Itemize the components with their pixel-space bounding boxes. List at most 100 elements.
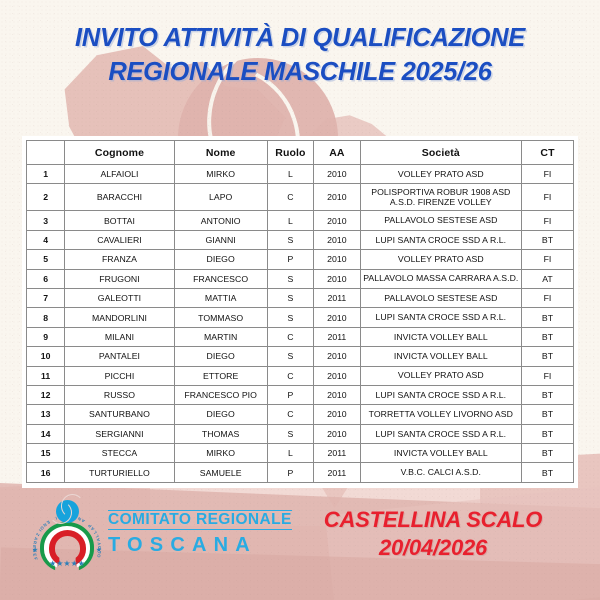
cell-ruolo: S (266, 229, 315, 251)
cell-aa: 2010 (313, 365, 361, 386)
cell-societa: PALLAVOLO MASSA CARRARA A.S.D. (359, 268, 523, 289)
cell-aa: 2011 (313, 443, 361, 464)
cell-ruolo: S (266, 307, 315, 328)
table-row: 15 STECCA MIRKO L 2011 INVICTA VOLLEY BALL BT (25, 443, 574, 464)
cell-ruolo: C (266, 183, 315, 212)
cell-nome: LAPO (173, 183, 268, 212)
logo-side-stars: ★ ★ (32, 547, 102, 554)
col-header-nome: Nome (173, 140, 268, 165)
cell-index: 14 (25, 423, 66, 445)
committee-line-2: TOSCANA (108, 534, 257, 557)
cell-ruolo: C (266, 365, 315, 386)
cell-cognome: FRUGONI (64, 268, 175, 289)
cell-societa: INVICTA VOLLEY BALL (359, 443, 523, 464)
cell-ruolo: L (266, 210, 315, 231)
cell-ruolo: S (266, 346, 315, 367)
event-details: CASTELLINA SCALO 20/04/2026 (288, 506, 578, 562)
cell-aa: 2010 (313, 268, 361, 289)
col-header-aa: AA (313, 140, 361, 165)
cell-index: 7 (25, 287, 66, 309)
cell-ct: BT (521, 307, 574, 328)
cell-societa: INVICTA VOLLEY BALL (359, 326, 523, 348)
cell-nome: THOMAS (173, 423, 268, 445)
cell-aa: 2011 (313, 326, 361, 348)
cell-cognome: RUSSO (64, 384, 175, 406)
cell-aa: 2010 (313, 249, 361, 270)
cell-societa: PALLAVOLO SESTESE ASD (359, 210, 523, 231)
cell-nome: SAMUELE (173, 462, 268, 483)
cell-cognome: MILANI (64, 326, 175, 348)
cell-ct: FI (521, 287, 574, 309)
col-header-ruolo: Ruolo (266, 140, 315, 165)
cell-ruolo: C (266, 404, 315, 425)
cell-index: 13 (25, 404, 66, 425)
cell-cognome: SERGIANNI (64, 423, 175, 445)
cell-societa: LUPI SANTA CROCE SSD A R.L. (359, 423, 523, 445)
cell-societa: TORRETTA VOLLEY LIVORNO ASD (359, 404, 523, 425)
cell-cognome: ALFAIOLI (64, 163, 175, 185)
cell-ruolo: S (266, 268, 315, 289)
cell-societa: LUPI SANTA CROCE SSD A R.L. (359, 384, 523, 406)
cell-societa: V.B.C. CALCI A.S.D. (359, 462, 523, 483)
table-row: 1 ALFAIOLI MIRKO L 2010 VOLLEY PRATO ASD FI (25, 163, 574, 185)
cell-nome: FRANCESCO PIO (173, 384, 268, 406)
cell-societa: VOLLEY PRATO ASD (359, 365, 523, 386)
cell-ct: FI (521, 210, 574, 231)
table-row: 11 PICCHI ETTORE C 2010 VOLLEY PRATO ASD FI (25, 365, 574, 386)
page-title: INVITO ATTIVITÀ DI QUALIFICAZIONE REGION… (0, 22, 600, 89)
cell-cognome: BARACCHI (64, 183, 175, 212)
committee-line-1: COMITATO REGIONALE (108, 510, 292, 531)
cell-ruolo: L (266, 163, 315, 185)
cell-societa: LUPI SANTA CROCE SSD A R.L. (359, 229, 523, 251)
roster-panel: Cognome Nome Ruolo AA Società CT 1 ALFAIO… (22, 136, 578, 488)
cell-index: 1 (25, 163, 66, 185)
cell-nome: MIRKO (173, 163, 268, 185)
cell-aa: 2011 (313, 287, 361, 309)
cell-nome: TOMMASO (173, 307, 268, 328)
cell-ct: FI (521, 365, 574, 386)
cell-ruolo: L (266, 443, 315, 464)
cell-ct: BT (521, 462, 574, 483)
roster-body: 1 ALFAIOLI MIRKO L 2010 VOLLEY PRATO ASD FI 2 BA… (25, 163, 574, 483)
cell-nome: FRANCESCO (173, 268, 268, 289)
cell-index: 4 (25, 229, 66, 251)
cell-nome: GIANNI (173, 229, 268, 251)
cell-cognome: STECCA (64, 443, 175, 464)
table-row: 14 SERGIANNI THOMAS S 2010 LUPI SANTA CROCE S… (25, 423, 574, 445)
cell-index: 15 (25, 443, 66, 464)
cell-cognome: FRANZA (64, 249, 175, 270)
committee-wordmark: COMITATO REGIONALE TOSCANA (108, 510, 292, 557)
cell-ct: BT (521, 443, 574, 464)
cell-nome: DIEGO (173, 249, 268, 270)
col-header-cognome: Cognome (64, 140, 175, 165)
col-header-societa: Società (359, 140, 523, 165)
cell-ct: BT (521, 423, 574, 445)
cell-ruolo: C (266, 326, 315, 348)
cell-ct: BT (521, 384, 574, 406)
title-line-1: INVITO ATTIVITÀ DI QUALIFICAZIONE (74, 24, 526, 52)
cell-ruolo: P (266, 249, 315, 270)
cell-societa: VOLLEY PRATO ASD (359, 163, 523, 185)
cell-cognome: CAVALIERI (64, 229, 175, 251)
cell-aa: 2010 (313, 163, 361, 185)
cell-nome: ETTORE (173, 365, 268, 386)
table-row: 12 RUSSO FRANCESCO PIO P 2010 LUPI SANTA CROC… (25, 384, 574, 406)
cell-ct: FI (521, 163, 574, 185)
cell-index: 12 (25, 384, 66, 406)
cell-aa: 2010 (313, 384, 361, 406)
cell-cognome: PICCHI (64, 365, 175, 386)
cell-ct: FI (521, 249, 574, 270)
table-row: 9 MILANI MARTIN C 2011 INVICTA VOLLEY BALL BT (25, 326, 574, 348)
cell-nome: MIRKO (173, 443, 268, 464)
cell-nome: DIEGO (173, 346, 268, 367)
cell-cognome: BOTTAI (64, 210, 175, 231)
cell-index: 5 (25, 249, 66, 270)
cell-index: 8 (25, 307, 66, 328)
table-row: 10 PANTALEI DIEGO S 2010 INVICTA VOLLEY BALL B… (25, 346, 574, 367)
cell-nome: ANTONIO (173, 210, 268, 231)
logo-volleyball-icon (49, 494, 84, 524)
cell-aa: 2010 (313, 423, 361, 445)
cell-aa: 2010 (313, 346, 361, 367)
